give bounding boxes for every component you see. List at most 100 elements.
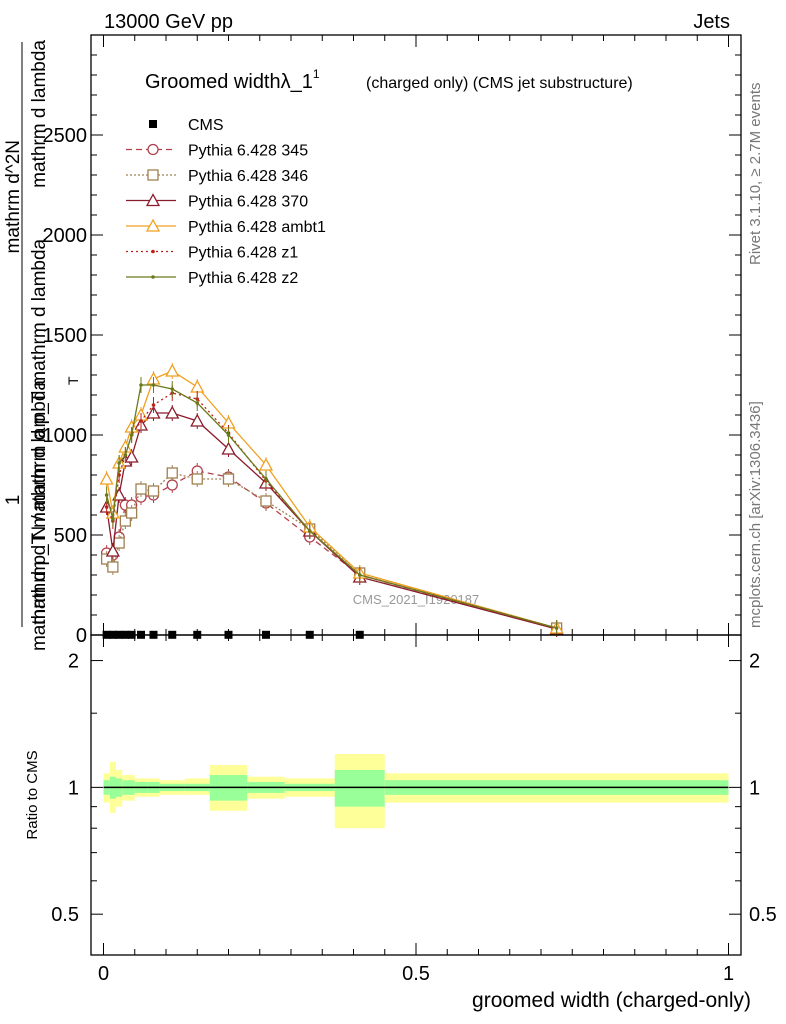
data-point bbox=[166, 479, 178, 491]
legend-entry: Pythia 6.428 z2 bbox=[126, 270, 298, 287]
main-y-tick-label: 1000 bbox=[43, 425, 88, 447]
ratio-x-axis: 0 0.5 1 bbox=[98, 635, 734, 985]
legend-marker bbox=[145, 218, 161, 232]
ratio-y-tick-label: 2 bbox=[68, 651, 79, 673]
data-point bbox=[105, 543, 120, 557]
ratio-bands bbox=[103, 754, 729, 829]
series-2 bbox=[100, 465, 563, 636]
legend-entry: Pythia 6.428 346 bbox=[126, 168, 308, 185]
data-point bbox=[125, 507, 138, 519]
data-point bbox=[100, 553, 113, 565]
data-point bbox=[139, 383, 143, 387]
legend-entry: Pythia 6.428 ambt1 bbox=[126, 218, 326, 236]
legend-marker bbox=[151, 275, 155, 279]
ratio-y-tick-label-right: 2 bbox=[749, 651, 760, 673]
x-axis-label: groomed width (charged-only) bbox=[472, 989, 751, 1012]
series-line bbox=[105, 384, 557, 629]
ratio-band-inner bbox=[334, 769, 385, 807]
legend-marker bbox=[147, 169, 159, 181]
data-point bbox=[221, 441, 236, 455]
legend-label: Pythia 6.428 370 bbox=[188, 194, 308, 211]
ratio-y-label: Ratio to CMS bbox=[24, 750, 41, 839]
data-point bbox=[264, 477, 268, 481]
data-point bbox=[124, 449, 139, 463]
data-point bbox=[226, 433, 231, 437]
y-label-d-pt-mid: T bbox=[65, 376, 81, 385]
ratio-y-axis: 0.5 0.5 1 1 2 2 bbox=[51, 651, 777, 927]
data-point bbox=[113, 537, 125, 549]
data-point bbox=[357, 573, 362, 577]
legend: CMS Pythia 6.428 345 Pythia 6.428 346 Pythi… bbox=[126, 117, 326, 287]
legend-marker bbox=[151, 249, 155, 254]
legend-marker bbox=[145, 193, 161, 207]
legend-entry: CMS bbox=[149, 117, 224, 134]
legend-entry: Pythia 6.428 370 bbox=[126, 193, 308, 211]
legend-label: Pythia 6.428 z2 bbox=[188, 270, 298, 287]
data-point bbox=[104, 493, 109, 497]
data-point bbox=[151, 403, 156, 407]
data-point bbox=[99, 471, 114, 485]
series-4 bbox=[99, 363, 564, 636]
main-plot: 0 500 1000 1500 2000 2500 CMS_2021_I1920187 bbox=[43, 34, 742, 647]
data-point bbox=[151, 383, 156, 387]
main-y-tick-label: 2000 bbox=[43, 225, 88, 247]
data-point bbox=[190, 413, 205, 427]
main-y-tick-label: 0 bbox=[76, 625, 87, 647]
legend-label: Pythia 6.428 346 bbox=[188, 168, 308, 185]
mcplots-label: mcplots.cern.ch [arXiv:1306.3436] bbox=[747, 401, 764, 628]
rivet-label: Rivet 3.1.10, ≥ 2.7M events bbox=[747, 83, 764, 266]
data-point bbox=[135, 483, 147, 495]
data-point bbox=[165, 363, 180, 377]
main-y-tick-label: 500 bbox=[54, 525, 87, 547]
series-line bbox=[106, 392, 557, 629]
data-point bbox=[260, 495, 272, 507]
plot-title-main: Groomed widthλ_1 bbox=[145, 71, 313, 93]
legend-label: CMS bbox=[188, 117, 224, 134]
data-point bbox=[222, 473, 235, 485]
legend-marker bbox=[147, 143, 159, 156]
main-y-tick-label: 1500 bbox=[43, 325, 88, 347]
main-y-tick-label: 2500 bbox=[43, 125, 88, 147]
data-point bbox=[554, 626, 559, 630]
data-point bbox=[190, 379, 205, 393]
data-point bbox=[117, 461, 121, 465]
watermark: CMS_2021_I1920187 bbox=[353, 592, 480, 607]
energy-label: 13000 GeV pp bbox=[104, 11, 233, 33]
legend-label: Pythia 6.428 z1 bbox=[188, 245, 298, 262]
series-line bbox=[105, 412, 557, 630]
ratio-y-tick-label-right: 1 bbox=[749, 777, 760, 799]
plot-title-note: (charged only) (CMS jet substructure) bbox=[366, 75, 633, 92]
legend-entry: Pythia 6.428 z1 bbox=[126, 245, 298, 262]
data-point bbox=[111, 517, 115, 521]
legend-label: Pythia 6.428 345 bbox=[188, 143, 308, 160]
data-point bbox=[166, 467, 178, 479]
ratio-x-tick-label: 0.5 bbox=[402, 963, 430, 985]
y-label-denominator: mathrm d N / mathrm d p_T mathrm d lambd… bbox=[29, 238, 50, 625]
series-5 bbox=[104, 385, 559, 636]
data-point bbox=[147, 485, 160, 497]
ratio-y-tick-label: 0.5 bbox=[51, 904, 79, 926]
data-point bbox=[107, 561, 119, 573]
ratio-y-tick-label: 1 bbox=[68, 777, 79, 799]
data-point bbox=[307, 529, 312, 533]
data-point bbox=[129, 433, 134, 437]
data-point bbox=[258, 457, 274, 471]
plot-title: Groomed widthλ_11 bbox=[145, 67, 320, 93]
data-point bbox=[165, 405, 180, 419]
series-line bbox=[106, 472, 557, 629]
data-point bbox=[104, 505, 109, 509]
data-point bbox=[119, 515, 132, 527]
y-label-numerator-one: 1 bbox=[3, 495, 24, 506]
category-label: Jets bbox=[693, 11, 730, 33]
plot-title-superscript: 1 bbox=[313, 67, 320, 81]
legend-label: Pythia 6.428 ambt1 bbox=[188, 219, 326, 236]
main-y-axis-label: 1 mathrm d^2N mathrm d p_T mathrm d lamb… bbox=[3, 40, 81, 651]
series-6 bbox=[104, 377, 559, 636]
main-y-axis: 0 500 1000 1500 2000 2500 bbox=[43, 54, 741, 647]
main-series-group bbox=[99, 363, 564, 639]
legend-marker bbox=[149, 120, 157, 128]
data-point bbox=[170, 387, 175, 391]
y-label-fraction-top-right: mathrm d p_T mathrm d lambda bbox=[29, 380, 50, 651]
data-point bbox=[191, 473, 203, 485]
